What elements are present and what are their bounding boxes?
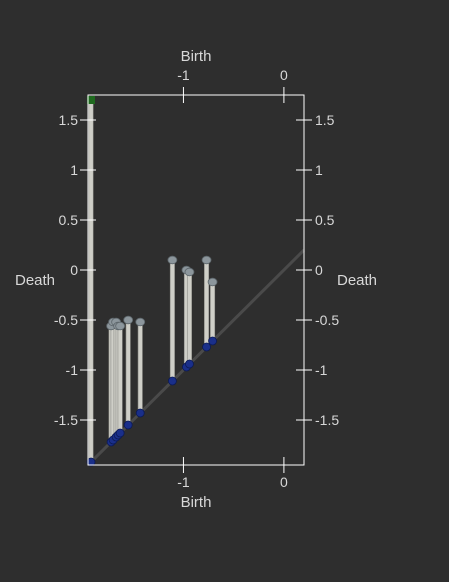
persistence-bar-5: [117, 325, 123, 434]
birth-point-11: [202, 342, 211, 352]
persistence-bar-6: [125, 319, 131, 426]
birth-point-0: [86, 457, 96, 467]
death-point-11: [201, 255, 212, 265]
y-tick-label-left-2: 0.5: [59, 212, 79, 228]
death-point-10: [184, 267, 195, 277]
y-tick-label-right-2: 0.5: [315, 212, 335, 228]
y-axis-label-left: Death: [15, 272, 55, 289]
y-tick-label-left-1: 1: [70, 162, 78, 178]
birth-point-7: [135, 408, 145, 418]
x-tick-label-bottom-1: 0: [280, 474, 288, 490]
essential-point-0: [87, 96, 96, 104]
birth-point-8: [167, 376, 177, 386]
y-tick-label-left-3: 0: [70, 262, 78, 278]
y-tick-label-left-6: -1.5: [54, 412, 78, 428]
death-point-8: [167, 255, 178, 265]
y-tick-label-right-5: -1: [315, 362, 328, 378]
persistence-bar-10: [186, 271, 192, 365]
y-tick-label-right-0: 1.5: [315, 112, 335, 128]
persistence-bar-11: [204, 259, 210, 348]
persistence-bar-12: [210, 281, 216, 342]
y-tick-label-left-4: -0.5: [54, 312, 78, 328]
x-axis-label-bottom: Birth: [181, 494, 212, 511]
y-tick-label-left-5: -1: [66, 362, 79, 378]
death-point-5: [115, 321, 126, 331]
persistence-bar-7: [137, 321, 143, 414]
y-tick-label-left-0: 1.5: [59, 112, 79, 128]
birth-point-12: [208, 336, 217, 346]
birth-point-10: [185, 359, 194, 369]
death-point-7: [135, 317, 146, 327]
x-axis-label-top: Birth: [181, 48, 212, 65]
death-point-12: [207, 277, 218, 287]
y-tick-label-right-1: 1: [315, 162, 323, 178]
birth-point-5: [115, 428, 125, 438]
birth-point-6: [123, 420, 133, 430]
y-axis-label-right: Death: [337, 272, 377, 289]
y-tick-label-right-6: -1.5: [315, 412, 339, 428]
x-tick-label-top-0: -1: [177, 67, 190, 83]
x-tick-label-top-1: 0: [280, 67, 288, 83]
persistence-bar-0: [88, 99, 94, 463]
persistence-bar-8: [169, 259, 175, 382]
diagonal-line: [86, 248, 306, 467]
death-point-6: [123, 315, 134, 325]
y-tick-label-right-4: -0.5: [315, 312, 339, 328]
x-tick-label-bottom-0: -1: [177, 474, 190, 490]
y-tick-label-right-3: 0: [315, 262, 323, 278]
plot-frame: [87, 94, 305, 466]
